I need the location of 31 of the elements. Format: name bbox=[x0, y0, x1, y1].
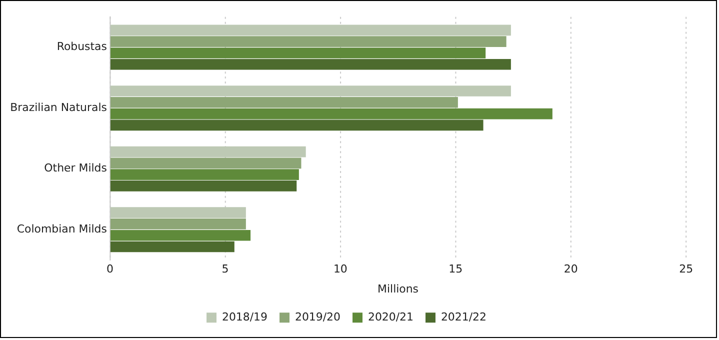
y-tick-label: Other Milds bbox=[44, 162, 108, 175]
bar bbox=[110, 58, 511, 70]
bar bbox=[110, 24, 511, 36]
bar bbox=[110, 36, 506, 48]
bar bbox=[110, 146, 306, 158]
bar bbox=[110, 169, 299, 180]
bar bbox=[110, 96, 458, 108]
legend-label: 2019/20 bbox=[294, 310, 341, 324]
y-tick-label: Colombian Milds bbox=[16, 222, 108, 236]
bar bbox=[110, 48, 486, 58]
bar bbox=[110, 218, 246, 230]
x-tick-label: 5 bbox=[222, 262, 229, 276]
bar bbox=[110, 241, 234, 252]
bar bbox=[110, 120, 484, 131]
bar bbox=[110, 180, 297, 192]
bar bbox=[110, 230, 251, 241]
bar bbox=[110, 86, 511, 96]
x-tick-label: 10 bbox=[333, 262, 348, 276]
legend-label: 2020/21 bbox=[368, 310, 414, 324]
bar bbox=[110, 108, 552, 120]
x-tick-label: 25 bbox=[679, 262, 694, 276]
x-tick-label: 0 bbox=[106, 262, 114, 276]
x-axis-title: Millions bbox=[378, 282, 419, 296]
bar bbox=[110, 158, 302, 169]
x-tick-label: 15 bbox=[448, 262, 463, 276]
legend-label: 2021/22 bbox=[440, 310, 486, 324]
y-tick-label: Robustas bbox=[56, 40, 108, 54]
legend-label: 2018/19 bbox=[222, 310, 268, 324]
bar bbox=[110, 207, 246, 218]
y-tick-label: Brazilian Naturals bbox=[10, 100, 108, 114]
x-tick-label: 20 bbox=[564, 262, 578, 276]
